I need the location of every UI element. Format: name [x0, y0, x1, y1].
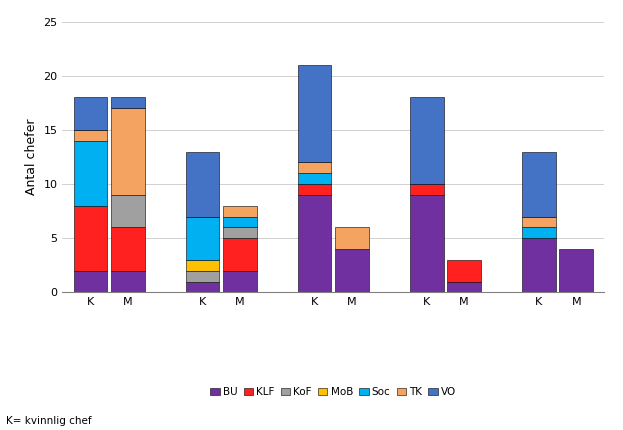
Bar [559, 249, 593, 292]
Bar [223, 227, 257, 238]
Bar [74, 141, 107, 206]
Bar [223, 206, 257, 217]
Bar [298, 65, 331, 163]
Bar [74, 97, 107, 130]
Bar [335, 249, 369, 292]
Bar [223, 271, 257, 292]
Bar [298, 195, 331, 292]
Bar [410, 195, 444, 292]
Bar [186, 282, 219, 292]
Bar [298, 173, 331, 184]
Bar [522, 217, 556, 227]
Bar [223, 238, 257, 271]
Bar [298, 163, 331, 173]
Bar [74, 206, 107, 271]
Bar [186, 271, 219, 282]
Legend: BU, KLF, KoF, MoB, Soc, TK, VO: BU, KLF, KoF, MoB, Soc, TK, VO [206, 383, 460, 401]
Bar [447, 260, 481, 282]
Text: K= kvinnlig chef: K= kvinnlig chef [6, 416, 92, 426]
Bar [522, 227, 556, 238]
Bar [522, 151, 556, 217]
Bar [186, 260, 219, 271]
Bar [74, 130, 107, 141]
Bar [447, 282, 481, 292]
Bar [335, 227, 369, 249]
Bar [111, 97, 145, 108]
Bar [111, 195, 145, 227]
Bar [298, 184, 331, 195]
Bar [111, 108, 145, 195]
Bar [74, 271, 107, 292]
Bar [111, 227, 145, 271]
Bar [522, 238, 556, 292]
Bar [186, 151, 219, 217]
Bar [186, 217, 219, 260]
Y-axis label: Antal chefer: Antal chefer [25, 119, 38, 195]
Bar [223, 217, 257, 227]
Bar [410, 184, 444, 195]
Bar [111, 271, 145, 292]
Bar [410, 97, 444, 184]
